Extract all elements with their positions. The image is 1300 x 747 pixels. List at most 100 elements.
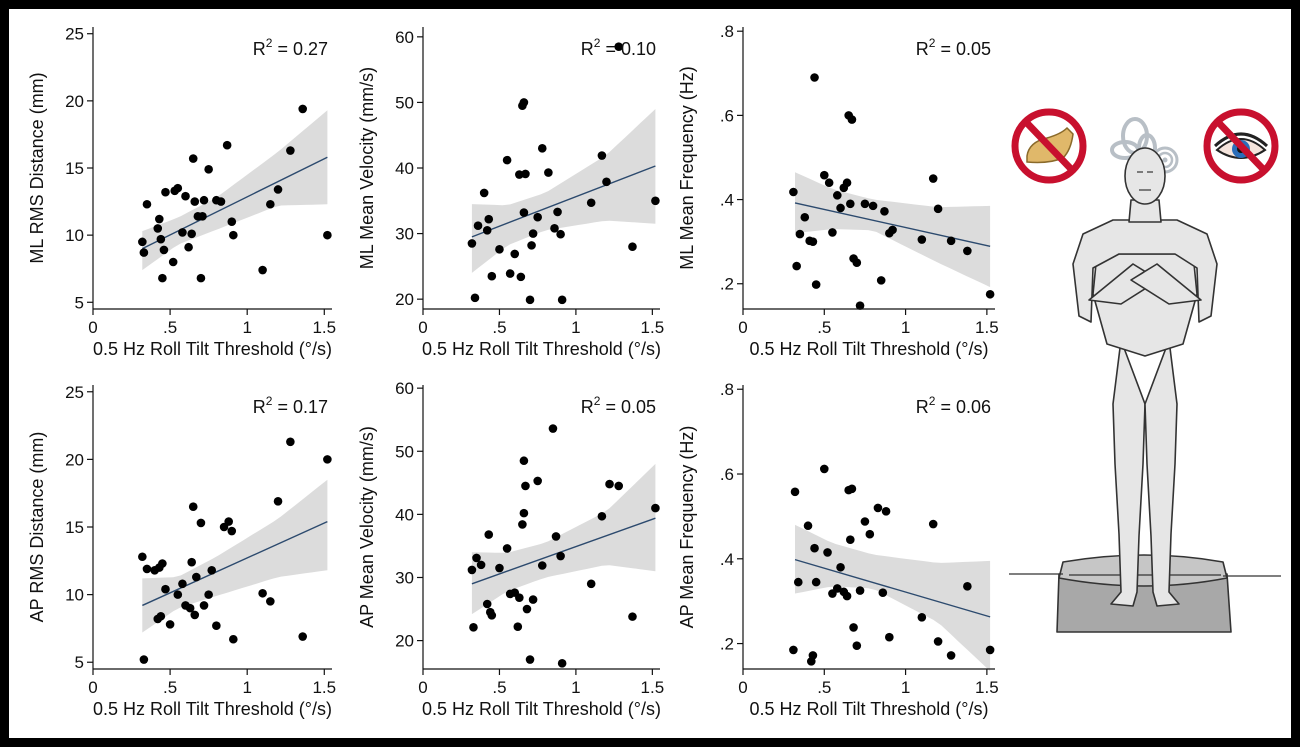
x-tick-label: 0 xyxy=(738,318,747,337)
data-point xyxy=(533,212,542,222)
r-squared-annotation: R2 = 0.05 xyxy=(916,36,991,59)
data-point xyxy=(207,565,217,575)
data-point xyxy=(985,289,995,299)
data-point xyxy=(502,544,512,553)
fit-line xyxy=(794,558,991,618)
data-point xyxy=(298,104,308,114)
r-squared-value: = 0.17 xyxy=(272,397,328,417)
r-squared-annotation: R2 = 0.06 xyxy=(916,394,991,417)
data-point xyxy=(487,271,497,281)
data-point xyxy=(855,586,865,595)
data-point xyxy=(917,612,927,622)
data-point xyxy=(224,517,233,526)
data-point xyxy=(963,246,972,256)
data-point xyxy=(484,530,494,539)
data-point xyxy=(190,197,200,206)
data-point xyxy=(878,588,888,598)
data-point xyxy=(795,229,805,239)
data-point xyxy=(198,212,207,221)
data-point xyxy=(928,174,938,183)
x-tick-label: 1 xyxy=(242,318,251,337)
data-point xyxy=(229,634,238,644)
data-point xyxy=(519,208,529,217)
chart-ml-rms: 5 10 15 20 25 0 .5 1 1.5 0.5 Hz Roll Tilt Thresho… xyxy=(27,25,336,359)
data-point xyxy=(528,595,538,604)
data-point xyxy=(258,588,267,598)
data-point xyxy=(487,611,497,620)
x-tick-label: 0 xyxy=(738,678,747,697)
r-squared-value: = 0.05 xyxy=(600,397,656,417)
y-axis-label: AP Mean Velocity (mm/s) xyxy=(357,426,377,628)
x-tick-label: 1 xyxy=(901,318,910,337)
x-tick-label: .5 xyxy=(492,678,506,697)
data-point xyxy=(139,248,149,257)
data-point xyxy=(586,579,596,589)
x-tick-label: .5 xyxy=(817,678,831,697)
r-squared-exponent: 2 xyxy=(594,394,601,408)
data-point xyxy=(266,199,275,209)
data-point xyxy=(473,221,483,231)
data-point xyxy=(513,622,523,632)
data-point xyxy=(323,230,332,240)
data-point xyxy=(484,214,494,224)
chart-ml-velocity: 20 30 40 50 60 0 .5 1 1.5 0.5 Hz Roll Tilt Thresh… xyxy=(357,27,664,359)
data-point xyxy=(142,564,152,574)
data-point xyxy=(551,532,561,541)
chart-ap-rms: 5 10 15 20 25 0 .5 1 1.5 0.5 Hz Roll Tilt Thresho… xyxy=(27,383,336,719)
chart-ap-frequency: .2 .4 .6 .8 0 .5 1 1.5 0.5 Hz Roll Tilt Threshol… xyxy=(677,380,999,719)
confidence-band xyxy=(471,109,656,273)
data-point xyxy=(605,479,614,489)
data-point xyxy=(597,511,607,521)
data-point xyxy=(846,535,855,545)
y-tick-label: 30 xyxy=(395,568,414,587)
x-tick-label: .5 xyxy=(817,318,831,337)
data-point xyxy=(522,604,532,614)
y-tick-label: .2 xyxy=(720,275,734,294)
data-point xyxy=(933,204,943,214)
data-point xyxy=(842,591,852,601)
x-axis-label: 0.5 Hz Roll Tilt Threshold (°/s) xyxy=(422,699,661,719)
data-point xyxy=(811,577,821,587)
data-point xyxy=(188,154,198,163)
data-point xyxy=(258,265,267,275)
r-squared-annotation: R2 = 0.17 xyxy=(253,394,328,417)
x-axis-label: 0.5 Hz Roll Tilt Threshold (°/s) xyxy=(93,699,332,719)
data-point xyxy=(139,655,149,664)
data-point xyxy=(467,239,477,248)
data-point xyxy=(557,295,567,305)
r-squared-exponent: 2 xyxy=(266,36,273,50)
data-point xyxy=(528,229,538,238)
data-point xyxy=(614,481,624,491)
r-squared-exponent: 2 xyxy=(266,394,273,408)
x-tick-label: .5 xyxy=(163,318,177,337)
data-point xyxy=(216,197,226,206)
data-point xyxy=(602,177,611,187)
data-point xyxy=(199,195,209,205)
data-point xyxy=(515,593,524,602)
data-point xyxy=(832,584,842,593)
data-point xyxy=(502,155,512,165)
data-point xyxy=(212,621,221,631)
data-point xyxy=(159,245,169,255)
data-point xyxy=(865,529,875,539)
y-tick-label: .8 xyxy=(720,22,734,41)
x-tick-label: 1 xyxy=(571,678,580,697)
y-axis-label: ML RMS Distance (mm) xyxy=(27,72,47,263)
data-point xyxy=(187,557,196,567)
r-squared-symbol: R xyxy=(581,39,594,59)
y-tick-label: .4 xyxy=(720,191,734,210)
data-point xyxy=(819,170,829,180)
data-point xyxy=(173,183,183,193)
data-point xyxy=(227,217,237,227)
x-tick-label: 1.5 xyxy=(312,318,336,337)
x-tick-label: 0 xyxy=(88,318,97,337)
data-point xyxy=(553,207,562,217)
data-point xyxy=(178,228,187,237)
data-point xyxy=(505,269,515,278)
x-tick-label: 0 xyxy=(88,678,97,697)
data-point xyxy=(156,611,166,621)
data-point xyxy=(586,198,596,208)
data-point xyxy=(161,187,170,197)
r-squared-exponent: 2 xyxy=(594,36,601,50)
y-tick-label: 60 xyxy=(395,379,414,398)
